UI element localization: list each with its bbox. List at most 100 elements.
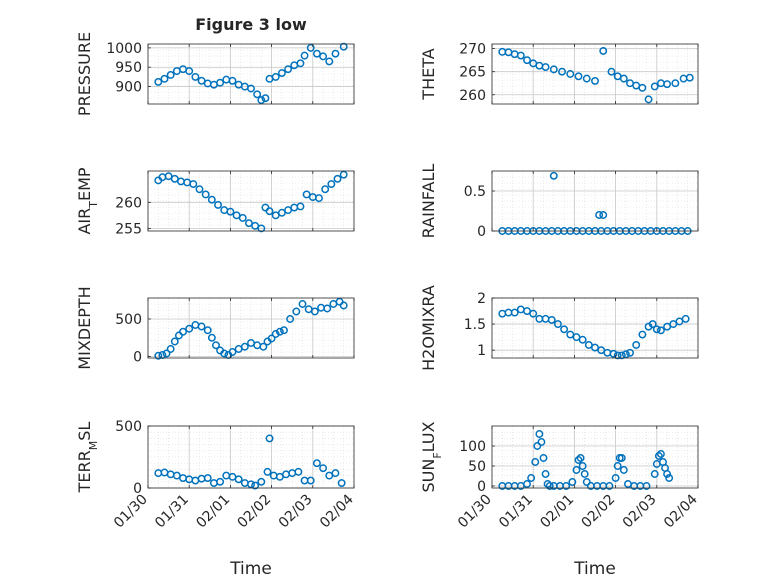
data-point <box>325 57 334 66</box>
data-point <box>251 221 260 230</box>
data-point <box>663 322 672 331</box>
data-point <box>339 42 348 51</box>
data-point <box>597 346 606 355</box>
data-point <box>523 56 531 65</box>
y-tick-label: 50 <box>468 459 486 475</box>
axes-box <box>491 43 699 105</box>
data-point <box>648 320 657 329</box>
x-axis-label-right: Time <box>573 559 616 579</box>
data-point <box>234 475 243 484</box>
data-point <box>189 180 198 188</box>
subplot-2: 260 265 270 THETA <box>419 42 699 105</box>
data-point <box>638 83 647 92</box>
data-point <box>527 474 536 482</box>
y-tick-label: 1.5 <box>464 317 486 333</box>
data-point <box>663 470 672 478</box>
data-point <box>619 74 628 83</box>
data-point <box>197 76 206 85</box>
data-point <box>212 341 220 350</box>
data-point <box>611 474 620 482</box>
y-tick-label: 255 <box>115 221 142 237</box>
data-point <box>195 185 204 194</box>
data-point <box>650 470 659 478</box>
x-tick-label: 01/30 <box>111 492 151 532</box>
axes-box <box>147 170 355 232</box>
y-tick-label: 100 <box>459 439 486 455</box>
axes-box <box>491 425 699 489</box>
data-point <box>584 341 593 349</box>
data-point <box>220 349 229 358</box>
data-point <box>529 309 538 318</box>
data-point <box>185 67 194 76</box>
data-point <box>170 174 179 183</box>
data-point <box>306 476 315 485</box>
data-point <box>547 315 556 324</box>
data-point <box>599 46 608 55</box>
data-point <box>185 324 194 333</box>
data-point <box>286 315 295 323</box>
data-point <box>214 200 222 209</box>
data-point <box>576 454 585 462</box>
data-point <box>591 76 599 85</box>
subplot-4: 0 0.5 RAINFALL <box>419 164 699 240</box>
data-point <box>323 304 332 313</box>
y-tick-label: 0 <box>477 479 486 495</box>
data-point <box>558 67 566 76</box>
data-point <box>578 462 587 470</box>
y-tick-label: 265 <box>459 65 486 81</box>
data-point <box>253 90 262 99</box>
data-point <box>582 74 591 83</box>
data-point <box>333 174 342 183</box>
data-point <box>654 452 663 460</box>
data-point <box>572 333 581 342</box>
data-point <box>582 478 591 486</box>
series-1 <box>154 42 348 105</box>
data-point <box>656 326 665 335</box>
y-tick-label: 0 <box>133 481 142 497</box>
data-point <box>541 470 550 478</box>
y-tick-label: 950 <box>115 60 142 76</box>
data-point <box>609 349 618 358</box>
data-point <box>621 350 630 359</box>
y-tick-label: 1 <box>477 343 486 359</box>
data-point <box>265 207 274 216</box>
data-point <box>294 467 303 476</box>
subplot-8: 0 50 100 SUNFLUX 01/30 01/31 02/01 02/02 02/03 02… <box>419 421 701 531</box>
data-point <box>568 478 577 486</box>
data-point <box>251 481 260 490</box>
data-point <box>197 322 206 331</box>
data-point <box>656 450 665 458</box>
data-point <box>619 466 628 474</box>
y-tick-label: 900 <box>115 80 142 96</box>
y-axis-label: AIRTEMP <box>75 167 100 234</box>
y-tick-label: 2 <box>477 291 486 307</box>
data-point <box>296 59 305 68</box>
data-point <box>263 467 272 476</box>
data-point <box>560 325 569 334</box>
outlier-point <box>549 171 558 180</box>
data-point <box>574 456 583 464</box>
data-point <box>226 207 235 216</box>
y-axis-label: MIXDEPTH <box>75 286 94 369</box>
data-point <box>650 82 659 91</box>
data-point <box>160 74 169 83</box>
data-point <box>298 300 307 308</box>
data-point <box>302 190 311 199</box>
data-point <box>267 334 276 343</box>
data-point <box>632 341 641 349</box>
data-point <box>259 342 268 351</box>
data-point <box>533 442 542 450</box>
x-tick-label: 01/31 <box>496 492 536 532</box>
axes-box <box>491 297 699 359</box>
x-tick-label: 02/03 <box>620 492 660 532</box>
data-point <box>638 330 647 339</box>
data-point <box>312 459 321 468</box>
data-point <box>271 211 280 220</box>
data-point <box>207 333 216 342</box>
y-tick-label: 270 <box>459 42 486 58</box>
data-point <box>257 477 266 486</box>
data-point <box>275 327 284 336</box>
data-point <box>539 454 548 462</box>
data-point <box>617 351 626 360</box>
data-point <box>306 43 315 52</box>
